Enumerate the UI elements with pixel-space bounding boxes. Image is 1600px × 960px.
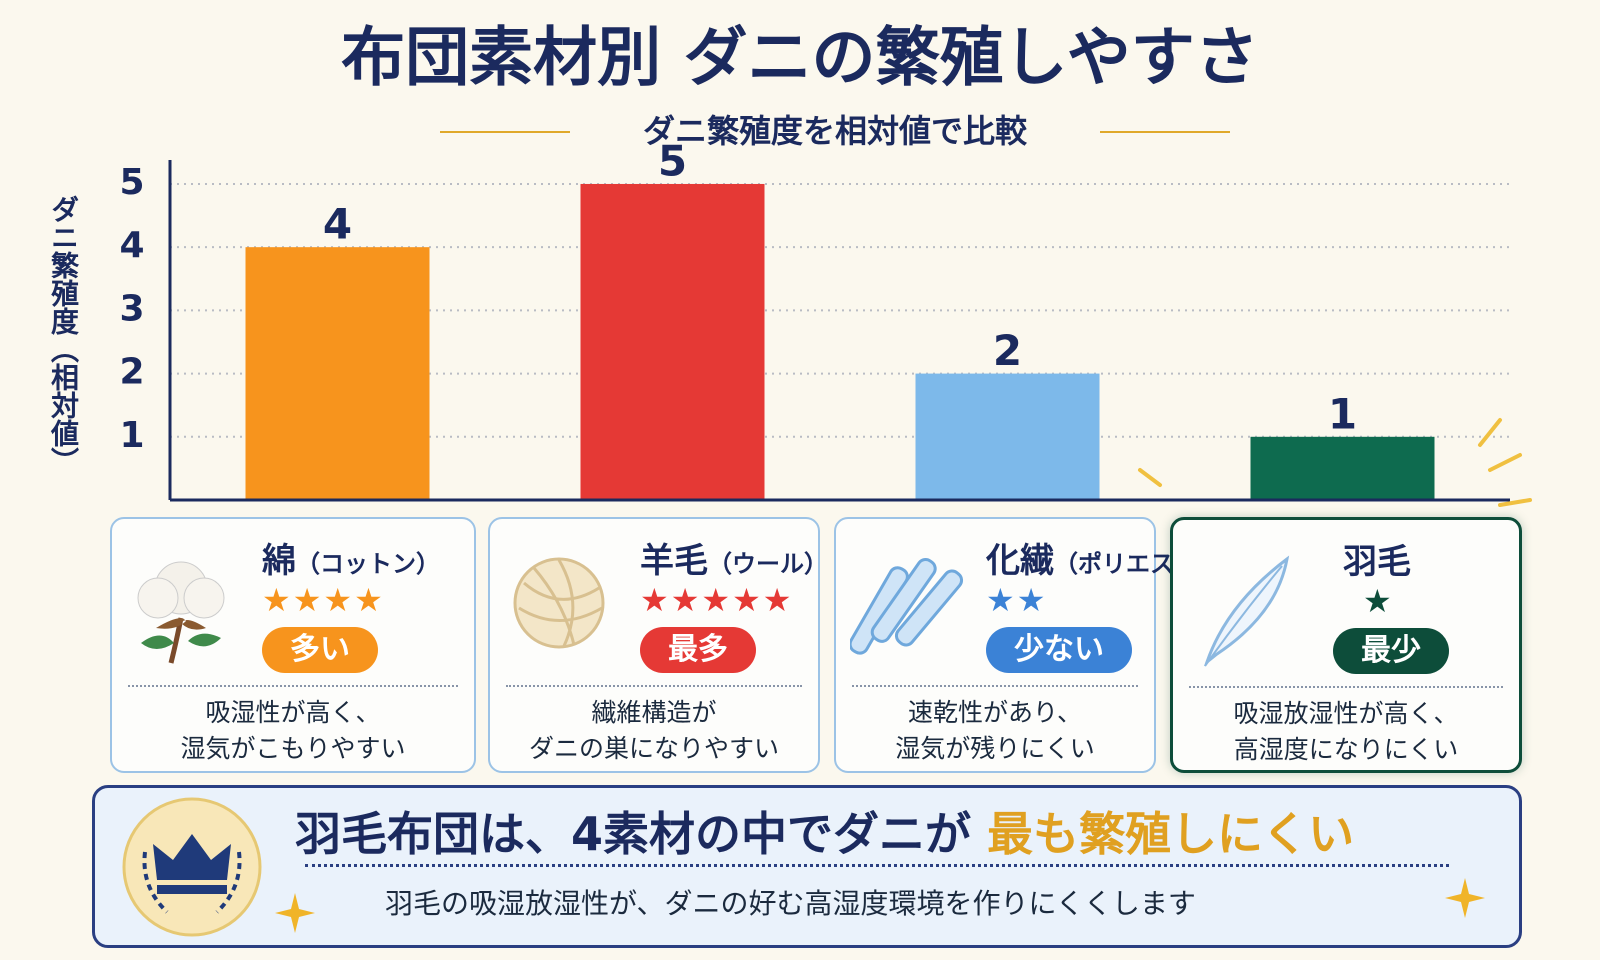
sparkle-ray [1138, 468, 1162, 487]
icon-part [850, 557, 964, 655]
crown-badge [122, 797, 262, 937]
sparkle-shape [275, 893, 315, 933]
level-badge: 最多 [640, 627, 756, 673]
description: 繊維構造がダニの巣になりやすい [490, 695, 818, 767]
icon-part [141, 633, 221, 649]
material-name: 綿 [262, 541, 296, 581]
material-card: 綿（コットン） ★★★★ 多い 吸湿性が高く、 湿気がこもりやすい [110, 517, 476, 773]
level-badge: 多い [262, 627, 378, 673]
description-line: ダニの巣になりやすい [528, 734, 779, 763]
material-reading: （コットン） [296, 550, 440, 578]
value-label: 4 [323, 200, 352, 249]
bar [580, 183, 765, 500]
y-tick-label: 1 [119, 415, 144, 456]
value-label: 2 [993, 326, 1022, 375]
icon-part [870, 557, 937, 643]
description-line: 湿気が残りにくい [895, 734, 1095, 763]
material-icon [513, 557, 605, 649]
summary-box: 羽毛布団は、4素材の中でダニが 最も繁殖しにくい 羽毛の吸湿放湿性が、ダニの好む… [92, 785, 1522, 948]
bar [245, 247, 430, 500]
bar [1250, 436, 1435, 500]
material-name: 羽毛 [1343, 542, 1411, 582]
material-card: 化繊（ポリエステル） ★★ 少ない 速乾性があり、 湿気が残りにくい [834, 517, 1246, 773]
sparkle-ray [1498, 498, 1532, 507]
value-label: 5 [658, 136, 687, 185]
laurel [142, 851, 242, 914]
star-rating: ★★★★★ [640, 581, 794, 619]
description-line: 速乾性があり、 [907, 698, 1082, 727]
y-tick-label: 4 [119, 225, 144, 266]
material-card: 羊毛（ウール） ★★★★★ 最多 繊維構造が ダニの巣になりやすい [488, 517, 828, 773]
sparkle [1445, 878, 1485, 918]
icon-part [156, 618, 206, 630]
material-name: 化繊 [986, 541, 1054, 581]
value-label: 1 [1328, 389, 1357, 438]
icon-part [1204, 565, 1283, 667]
material-card: 羽毛 ★ 最少吸湿放湿性が高く、 高湿度になりにくい [1170, 517, 1522, 773]
star-rating: ★ [1363, 582, 1394, 620]
crown [153, 834, 231, 880]
description-line: 吸湿放湿性が高く、 [1233, 699, 1459, 728]
summary-headline: 羽毛布団は、4素材の中でダニが [295, 807, 972, 861]
description-line: 湿気がこもりやすい [180, 734, 406, 763]
material-reading: （ウール） [708, 550, 828, 578]
description: 速乾性があり、 湿気が残りにくい [836, 695, 1154, 767]
material-name: 羊毛 [640, 541, 708, 581]
star-rating: ★★★★ [262, 581, 385, 619]
card-divider [128, 685, 458, 687]
level-badge: 少ない [986, 627, 1132, 673]
description-line: 吸湿性が高く、 [205, 698, 381, 727]
sparkle [275, 893, 315, 933]
description-line: 繊維構造が [591, 698, 717, 727]
material-name-row: 羊毛（ウール） [640, 533, 828, 582]
description: 吸湿性が高く、 湿気がこもりやすい [112, 695, 474, 767]
material-icon [850, 557, 964, 655]
icon-part [894, 569, 964, 647]
icon-part [137, 577, 179, 619]
card-divider [506, 685, 802, 687]
level-badge: 最少 [1333, 628, 1449, 674]
sparkle-ray [1478, 418, 1502, 447]
icon-part [518, 559, 603, 647]
material-name-row: 綿（コットン） [262, 533, 440, 582]
y-tick-label: 2 [119, 352, 144, 393]
y-tick-label: 5 [119, 162, 144, 203]
card-divider [1189, 686, 1503, 688]
description-line: 高湿度になりにくい [1233, 735, 1459, 764]
material-icon [1203, 555, 1290, 667]
chart-subtitle: ダニ繁殖度を相対値で比較 [643, 112, 1028, 150]
bar [915, 373, 1100, 500]
crown-base [157, 885, 227, 894]
summary-rule [305, 864, 1449, 867]
summary-headline-row: 羽毛布団は、4素材の中でダニが 最も繁殖しにくい [295, 798, 1354, 864]
star-rating: ★★ [986, 581, 1048, 619]
y-tick-label: 3 [119, 288, 144, 329]
icon-part [183, 577, 225, 619]
material-name-row: 羽毛 [1343, 534, 1411, 583]
summary-highlight: 最も繁殖しにくい [987, 807, 1355, 861]
summary-note: 羽毛の吸湿放湿性が、ダニの好む高湿度環境を作りにくくします [385, 887, 1196, 920]
material-icon [137, 561, 225, 664]
sparkle-ray [1488, 453, 1522, 472]
description: 吸湿放湿性が高く、 高湿度になりにくい [1173, 696, 1519, 768]
chart-title: 布団素材別 ダニの繁殖しやすさ [341, 22, 1259, 96]
y-axis-label: ダニ繁殖度（相対値） [47, 195, 80, 475]
sparkle-shape [1445, 878, 1485, 918]
card-divider [852, 685, 1138, 687]
